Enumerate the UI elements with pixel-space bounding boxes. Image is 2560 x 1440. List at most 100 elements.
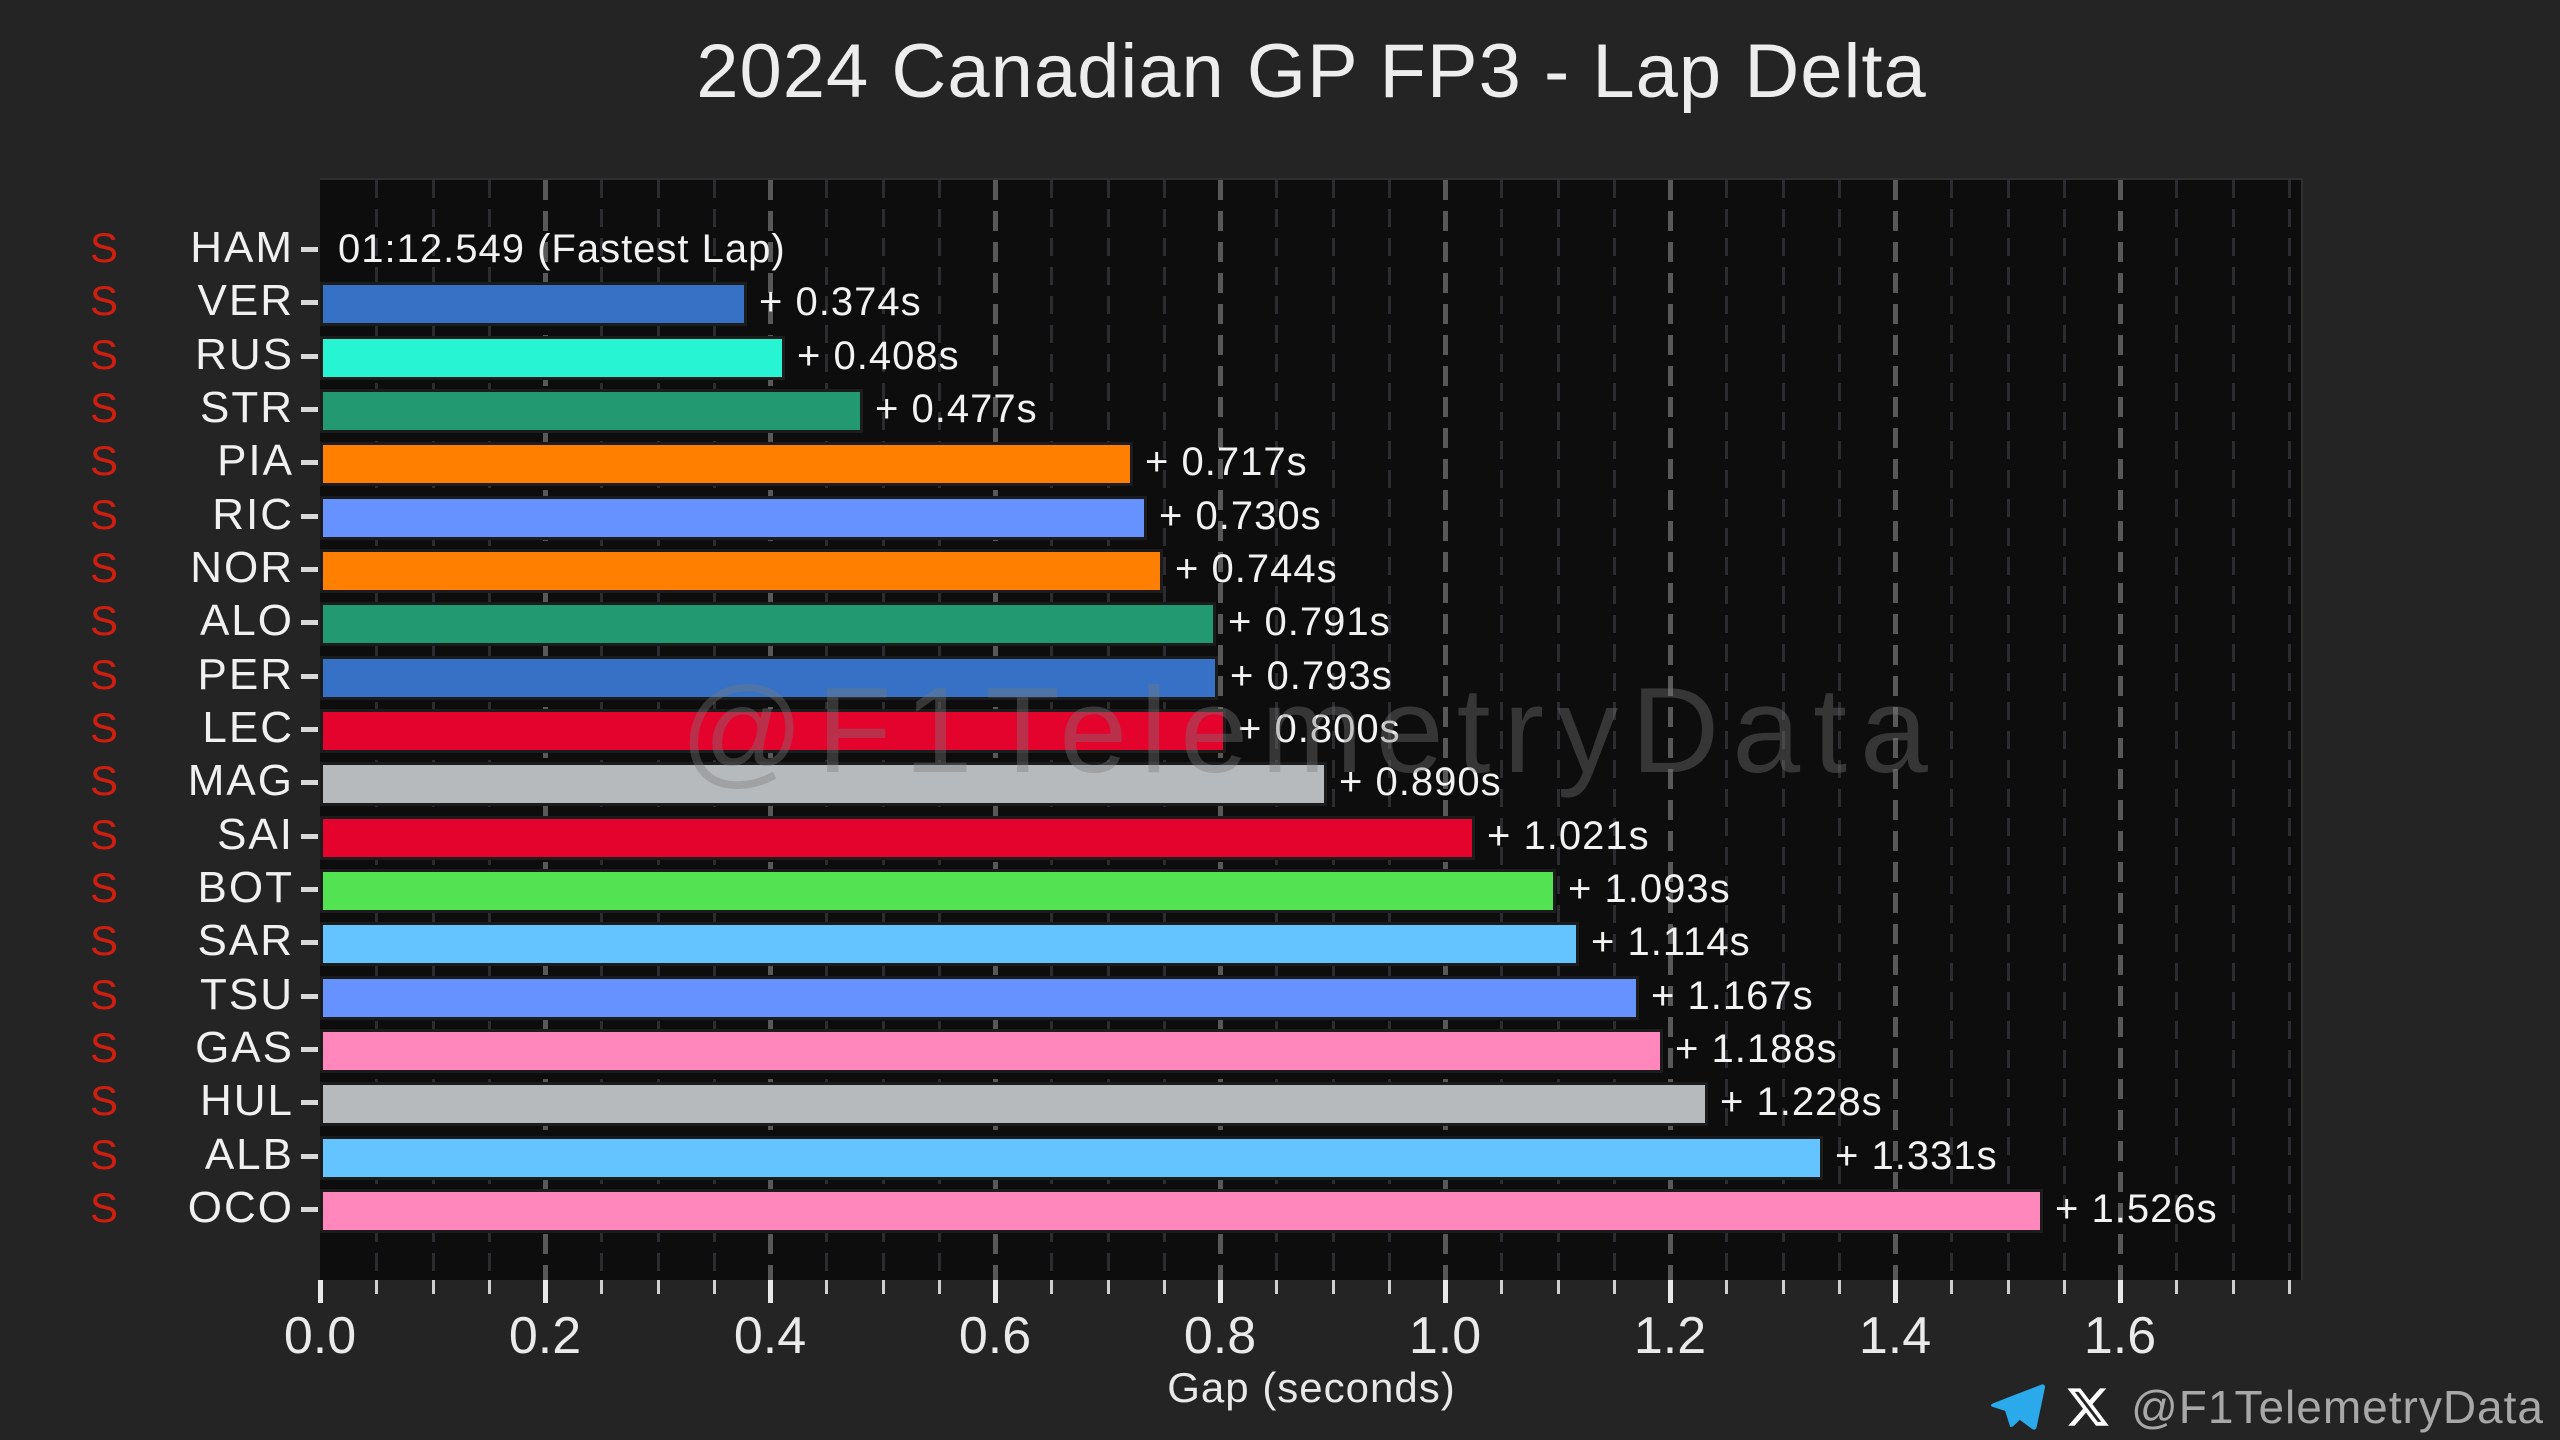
tyre-compound-marker: S bbox=[90, 437, 119, 485]
x-tick-major bbox=[1443, 1280, 1448, 1303]
y-tick-mark bbox=[301, 567, 318, 572]
x-tick-minor bbox=[2006, 1280, 2010, 1294]
driver-label: TSU bbox=[200, 969, 294, 1019]
gap-value-label: + 0.374s bbox=[759, 280, 922, 325]
tyre-compound-marker: S bbox=[90, 544, 119, 591]
tyre-compound-marker: S bbox=[90, 1184, 119, 1231]
gridline-minor bbox=[2287, 180, 2291, 1280]
driver-label: NOR bbox=[190, 543, 294, 592]
tyre-compound-marker: S bbox=[90, 650, 119, 698]
x-axis-label: Gap (seconds) bbox=[1167, 1364, 1456, 1411]
gridline-minor bbox=[2006, 180, 2010, 1280]
x-tick-label: 0.2 bbox=[508, 1307, 582, 1365]
gap-value-label: + 0.890s bbox=[1339, 760, 1502, 805]
gridline-minor bbox=[1556, 180, 1560, 1280]
driver-label: RUS bbox=[195, 329, 294, 379]
lap-delta-bar bbox=[320, 282, 747, 327]
gap-value-label: + 0.744s bbox=[1175, 547, 1338, 591]
x-tick-minor bbox=[1050, 1280, 1054, 1294]
gap-value-label: + 1.114s bbox=[1591, 920, 1751, 965]
x-tick-minor bbox=[656, 1280, 660, 1294]
x-tick-minor bbox=[431, 1280, 435, 1294]
x-tick-major bbox=[1668, 1280, 1673, 1303]
tyre-compound-marker: S bbox=[90, 490, 119, 538]
y-tick-mark bbox=[301, 247, 318, 252]
x-tick-minor bbox=[1950, 1280, 1954, 1294]
gap-value-label: + 1.167s bbox=[1651, 973, 1814, 1018]
x-tick-minor bbox=[937, 1280, 941, 1294]
x-tick-minor bbox=[375, 1280, 379, 1294]
lap-delta-bar bbox=[320, 975, 1639, 1020]
driver-label: ALB bbox=[204, 1129, 294, 1179]
y-tick-mark bbox=[301, 620, 318, 626]
tyre-compound-marker: S bbox=[90, 1024, 119, 1071]
driver-label: GAS bbox=[195, 1023, 294, 1072]
x-tick-major bbox=[993, 1280, 998, 1303]
x-tick-minor bbox=[1162, 1280, 1166, 1294]
x-tick-minor bbox=[1275, 1280, 1279, 1294]
gridline-minor bbox=[1781, 180, 1785, 1280]
x-tick-label: 0.4 bbox=[733, 1307, 807, 1365]
x-tick-minor bbox=[1725, 1280, 1729, 1294]
y-tick-mark bbox=[301, 1153, 318, 1159]
y-tick-mark bbox=[301, 1207, 318, 1212]
driver-label: SAI bbox=[217, 809, 294, 859]
gridline-minor bbox=[1331, 180, 1335, 1280]
lap-delta-bar bbox=[320, 549, 1163, 593]
tyre-compound-marker: S bbox=[90, 864, 119, 911]
x-tick-major bbox=[318, 1280, 323, 1303]
lap-delta-bar bbox=[320, 602, 1216, 647]
y-tick-mark bbox=[301, 1047, 318, 1052]
x-tick-label: 0.8 bbox=[1183, 1307, 1257, 1365]
x-tick-major bbox=[543, 1280, 548, 1303]
gridline-major bbox=[1893, 180, 1898, 1280]
x-tick-major bbox=[2118, 1280, 2123, 1303]
lap-delta-bar bbox=[320, 922, 1579, 967]
gap-value-label: + 0.408s bbox=[797, 333, 960, 378]
x-tick-label: 1.6 bbox=[2083, 1307, 2157, 1365]
y-tick-mark bbox=[301, 727, 318, 732]
driver-label: PIA bbox=[217, 436, 294, 486]
gridline-minor bbox=[1387, 180, 1391, 1280]
gap-value-label: + 0.793s bbox=[1230, 653, 1393, 698]
driver-label: HAM bbox=[190, 223, 294, 272]
fastest-lap-label: 01:12.549 (Fastest Lap) bbox=[338, 227, 786, 271]
x-tick-minor bbox=[2231, 1280, 2235, 1294]
y-tick-mark bbox=[301, 460, 318, 466]
driver-label: STR bbox=[200, 383, 294, 432]
x-tick-minor bbox=[881, 1280, 885, 1294]
x-tick-label: 1.4 bbox=[1858, 1307, 1932, 1365]
lap-delta-bar bbox=[320, 389, 863, 433]
footer-credit: @F1TelemetryData bbox=[1991, 1380, 2544, 1434]
lap-delta-bar bbox=[320, 709, 1226, 753]
y-tick-mark bbox=[301, 1100, 318, 1106]
telegram-paper-plane-icon bbox=[1991, 1384, 2046, 1430]
driver-label: SAR bbox=[197, 916, 294, 966]
x-tick-minor bbox=[487, 1280, 491, 1294]
plot-area: 01:12.549 (Fastest Lap) + 0.374s + 0.408s +… bbox=[320, 178, 2303, 1280]
x-tick-major bbox=[1893, 1280, 1898, 1303]
x-tick-label: 0.0 bbox=[283, 1307, 357, 1365]
y-tick-mark bbox=[301, 833, 318, 839]
tyre-compound-marker: S bbox=[90, 704, 119, 751]
tyre-compound-marker: S bbox=[90, 597, 119, 645]
y-tick-mark bbox=[301, 300, 318, 306]
driver-label: PER bbox=[197, 649, 294, 699]
x-tick-minor bbox=[1500, 1280, 1504, 1294]
driver-label: BOT bbox=[197, 863, 294, 912]
x-tick-minor bbox=[2062, 1280, 2066, 1294]
lap-delta-bar bbox=[320, 442, 1133, 487]
x-tick-label: 1.0 bbox=[1408, 1307, 1482, 1365]
y-tick-mark bbox=[301, 993, 318, 999]
driver-label: ALO bbox=[199, 596, 294, 646]
tyre-compound-marker: S bbox=[90, 384, 119, 431]
driver-label: RIC bbox=[212, 489, 294, 539]
y-tick-mark bbox=[301, 887, 318, 892]
gap-value-label: + 1.331s bbox=[1835, 1133, 1998, 1178]
gap-value-label: + 1.093s bbox=[1568, 867, 1731, 911]
gap-value-label: + 1.188s bbox=[1675, 1027, 1838, 1071]
y-tick-mark bbox=[301, 780, 318, 786]
x-tick-minor bbox=[825, 1280, 829, 1294]
x-tick-minor bbox=[1106, 1280, 1110, 1294]
tyre-compound-marker: S bbox=[90, 330, 119, 378]
